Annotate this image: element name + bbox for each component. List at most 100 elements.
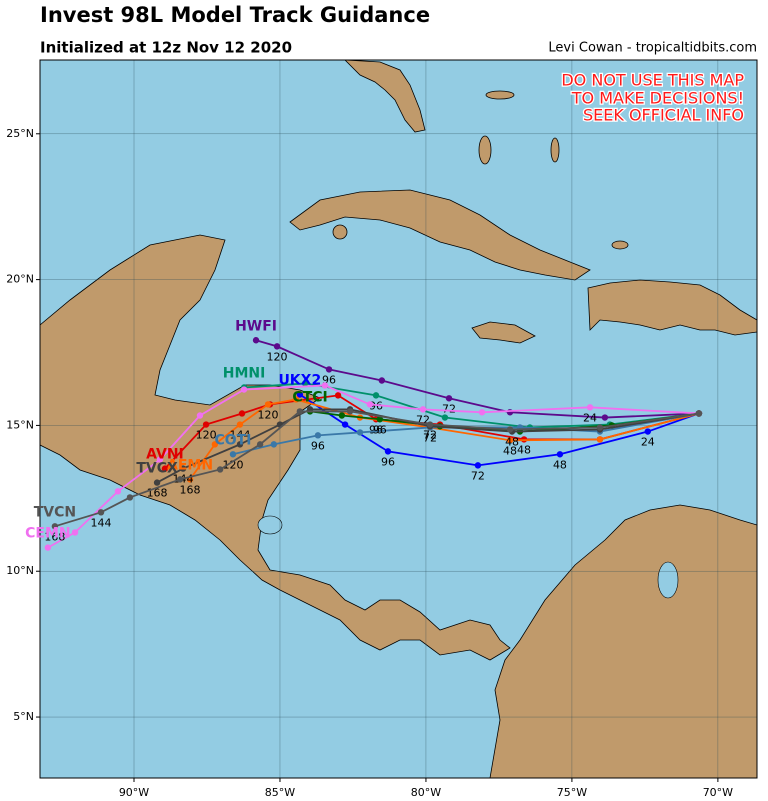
track-point xyxy=(252,337,260,344)
track-point xyxy=(334,392,342,399)
forecast-hour: 72 xyxy=(442,402,456,415)
track-point xyxy=(376,416,384,423)
track-point xyxy=(419,406,427,413)
track-point xyxy=(156,456,164,463)
forecast-hour: 96 xyxy=(369,423,383,436)
track-point xyxy=(114,488,122,495)
forecast-hour: 72 xyxy=(423,429,437,442)
forecast-hour: 48 xyxy=(553,458,567,471)
track-point xyxy=(384,448,392,455)
track-point xyxy=(325,366,333,373)
forecast-hour: 120 xyxy=(258,408,279,421)
forecast-hour: 96 xyxy=(381,455,395,468)
track-point xyxy=(273,343,281,350)
x-tick-label: 75°W xyxy=(557,786,587,799)
track-point xyxy=(256,441,264,448)
track-point xyxy=(211,441,219,448)
track-point xyxy=(372,392,380,399)
forecast-hour: 120 xyxy=(222,458,243,471)
track-point xyxy=(695,410,703,417)
forecast-hour: 24 xyxy=(583,411,597,424)
track-point xyxy=(356,429,364,436)
track-point xyxy=(71,529,79,536)
track-point xyxy=(126,494,134,501)
subtitle: Initialized at 12z Nov 12 2020 xyxy=(40,39,292,57)
track-point xyxy=(338,412,346,419)
grand-bahama xyxy=(485,90,515,100)
title: Invest 98L Model Track Guidance xyxy=(40,3,430,27)
forecast-hour: 48 xyxy=(517,443,531,456)
jamaica xyxy=(471,321,536,344)
cuba xyxy=(289,189,591,281)
x-tick-label: 85°W xyxy=(265,786,295,799)
y-tick-label: 20°N xyxy=(6,273,34,286)
forecast-hour: 144 xyxy=(229,429,250,442)
track-name: HMNI xyxy=(223,366,266,382)
inagua xyxy=(611,240,629,250)
track-point xyxy=(478,409,486,416)
forecast-hour: 96 xyxy=(373,423,387,436)
track-point xyxy=(474,462,482,469)
basemap xyxy=(40,60,757,778)
x-tick-label: 90°W xyxy=(119,786,149,799)
track-point xyxy=(236,421,244,428)
track-point xyxy=(229,451,237,458)
x-tick-label: 80°W xyxy=(411,786,441,799)
track-point xyxy=(346,408,354,415)
track-point xyxy=(441,414,449,421)
track-point xyxy=(556,451,564,458)
forecast-hour: 48 xyxy=(503,444,517,457)
forecast-hour: 72 xyxy=(471,469,485,482)
track-point xyxy=(161,465,169,472)
track-point xyxy=(506,437,514,444)
track-name: AEMN xyxy=(167,457,213,473)
forecast-hour: 168 xyxy=(180,483,201,496)
credit: Levi Cowan - tropicaltidbits.com xyxy=(548,41,757,56)
track-point xyxy=(445,395,453,402)
track-name: TVCN xyxy=(34,504,76,520)
y-tick-label: 25°N xyxy=(6,127,34,140)
track-point xyxy=(506,426,514,433)
track-point xyxy=(153,479,161,486)
forecast-hour: 96 xyxy=(311,439,325,452)
track-point xyxy=(236,441,244,448)
track-point xyxy=(378,377,386,384)
lake-nicaragua xyxy=(257,515,283,535)
central-america xyxy=(40,234,511,661)
warning-line: DO NOT USE THIS MAP xyxy=(561,71,744,90)
florida xyxy=(344,60,426,133)
track-point xyxy=(264,401,272,408)
track-point xyxy=(270,441,278,448)
isla-juventud xyxy=(332,224,348,240)
forecast-hour: 120 xyxy=(267,350,288,363)
track-point xyxy=(314,432,322,439)
forecast-hour: 144 xyxy=(91,516,112,529)
warning-line: SEEK OFFICIAL INFO xyxy=(583,106,744,125)
y-tick-label: 10°N xyxy=(6,564,34,577)
track-point xyxy=(596,424,604,431)
track-line xyxy=(156,408,700,484)
track-point xyxy=(202,421,210,428)
y-tick-label: 15°N xyxy=(6,418,34,431)
track-point xyxy=(44,544,52,551)
track-point xyxy=(196,412,204,419)
frame xyxy=(39,59,758,779)
track-point xyxy=(97,509,105,516)
track-point xyxy=(341,421,349,428)
track-point xyxy=(366,401,374,408)
y-tick-label: 5°N xyxy=(13,710,34,723)
track-point xyxy=(296,408,304,415)
hispaniola xyxy=(587,279,757,336)
track-point xyxy=(601,414,609,421)
track-name: UKX2 xyxy=(278,373,321,389)
track-point xyxy=(240,386,248,393)
forecast-hour: 120 xyxy=(196,429,217,442)
track-point xyxy=(596,436,604,443)
lake-maracaibo xyxy=(657,561,679,599)
track-point xyxy=(296,391,304,398)
forecast-hour: 24 xyxy=(641,436,655,449)
track-point xyxy=(292,396,300,403)
track-name: CTCI xyxy=(292,389,327,405)
